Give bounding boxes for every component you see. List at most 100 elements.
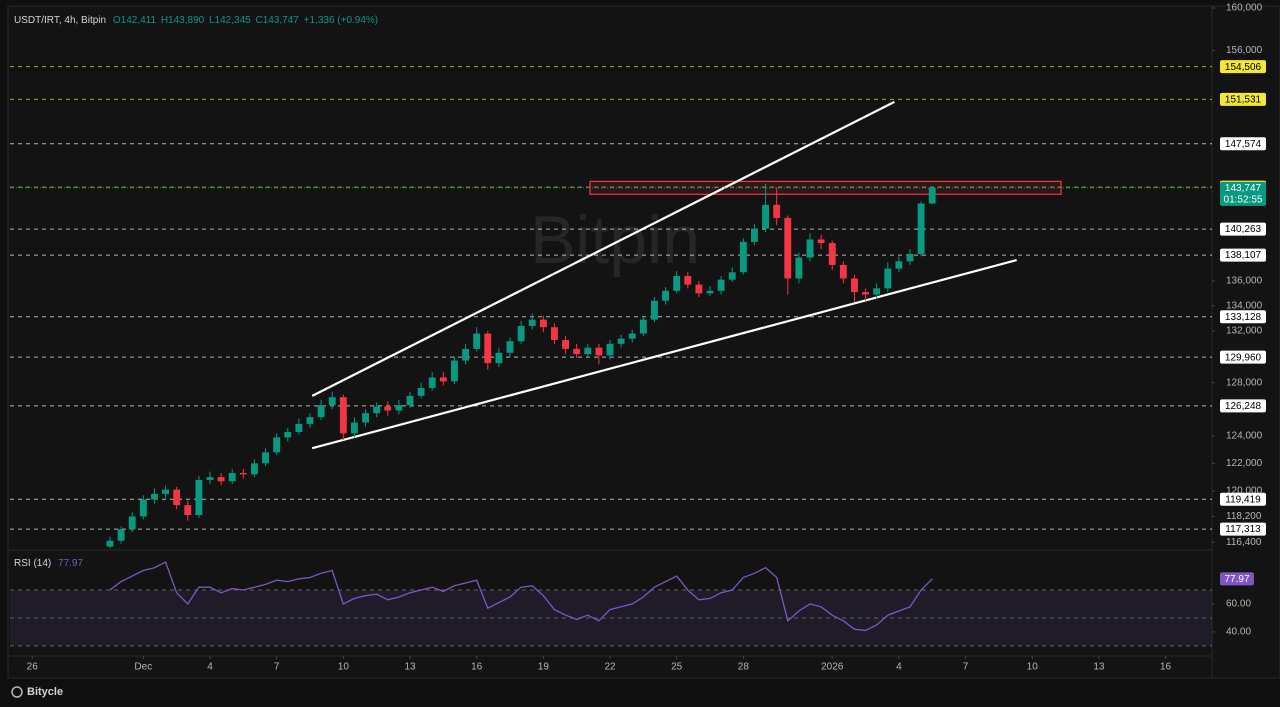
candle-body <box>184 505 192 516</box>
ohlc-open: O142,411 <box>113 15 157 26</box>
candle-body <box>228 472 236 482</box>
candle-body <box>595 347 603 356</box>
candle-body <box>395 405 403 411</box>
candle-body <box>506 341 514 353</box>
level-badge <box>1220 522 1266 536</box>
candle-body <box>539 319 547 328</box>
y-tick-label: 132,000 <box>1226 326 1263 337</box>
rsi-y-tick-label: 60.00 <box>1226 599 1251 610</box>
countdown: 01:52:55 <box>1224 195 1263 206</box>
y-tick-label: 124,000 <box>1226 431 1263 442</box>
level-label: 147,574 <box>1225 139 1262 150</box>
candle-body <box>206 477 214 480</box>
candle-body <box>173 489 181 506</box>
x-tick-label: 25 <box>671 662 683 673</box>
candle-body <box>773 204 781 218</box>
candle-body <box>695 284 703 294</box>
candle-body <box>917 203 925 254</box>
x-tick-label: 16 <box>471 662 483 673</box>
y-tick-label: 136,000 <box>1226 276 1263 287</box>
candle-body <box>573 348 581 355</box>
level-badge <box>1220 60 1266 74</box>
level-label: 117,313 <box>1225 524 1261 535</box>
candle-body <box>584 347 592 355</box>
y-tick-label: 122,000 <box>1226 458 1263 469</box>
candle-body <box>362 413 369 423</box>
rsi-pane <box>10 561 1212 647</box>
candle-body <box>551 327 558 340</box>
ohlc-high: H143,890 <box>161 15 205 26</box>
x-tick-label: 16 <box>1160 662 1172 673</box>
candle-body <box>295 423 303 432</box>
x-tick-label: Dec <box>134 662 152 673</box>
last-price-badge <box>1220 181 1266 206</box>
candle-body <box>851 278 858 293</box>
x-tick-label: 4 <box>896 662 902 673</box>
y-tick-label: 160,000 <box>1226 3 1263 14</box>
level-label: 140,263 <box>1225 224 1262 235</box>
candle-body <box>484 333 492 364</box>
candle-body <box>884 268 892 289</box>
x-tick-label: 7 <box>963 662 969 673</box>
candle-body <box>328 397 336 406</box>
candle-body <box>462 348 469 361</box>
level-badge <box>1220 492 1266 506</box>
header: USDT/IRT, 4h, Bitpin O142,411 H143,890 L… <box>14 15 378 26</box>
rsi-header: RSI (14) 77.97 <box>14 558 83 569</box>
candle-body <box>806 239 814 258</box>
x-tick-label: 22 <box>604 662 616 673</box>
candle-body <box>451 360 458 382</box>
candle-body <box>473 333 481 349</box>
candle-body <box>795 257 803 279</box>
candle-body <box>239 472 247 475</box>
candle-body <box>895 261 903 269</box>
x-tick-label: 4 <box>207 662 213 673</box>
ohlc-low: L142,345 <box>209 15 251 26</box>
candle-body <box>817 239 825 244</box>
candle-body <box>195 479 203 516</box>
candle-body <box>306 417 314 424</box>
x-tick-label: 7 <box>274 662 280 673</box>
trendline <box>311 258 1017 450</box>
candle-body <box>528 319 536 326</box>
y-tick-label: 128,000 <box>1226 377 1263 388</box>
level-badge <box>1220 137 1266 151</box>
rsi-line <box>109 561 933 632</box>
candle-body <box>606 343 614 356</box>
rsi-badge <box>1220 572 1254 586</box>
candle-body <box>273 437 281 453</box>
rsi-value: 77.97 <box>58 558 83 569</box>
rsi-name: RSI (14) <box>14 558 51 569</box>
candle-body <box>439 377 447 382</box>
candle-body <box>284 431 292 438</box>
candle-body <box>651 300 658 320</box>
candle-body <box>406 395 414 406</box>
candle-body <box>662 290 669 301</box>
candle-body <box>517 325 525 342</box>
y-tick-label: 118,200 <box>1226 511 1262 522</box>
candle-body <box>428 377 436 388</box>
candle-body <box>128 516 136 530</box>
candle-body <box>739 241 747 273</box>
candle-body <box>339 397 347 434</box>
axes: 26 Dec 4 7 10 13 16 19 22 25 28 2026 4 7 10 13 16 160,000… <box>27 3 1266 673</box>
level-badge <box>1220 222 1266 236</box>
candle-body <box>617 338 625 344</box>
candle-body <box>384 406 392 411</box>
candle-body <box>873 288 881 295</box>
y-tick-label: 120,000 <box>1226 486 1263 497</box>
level-label: 151,531 <box>1225 94 1262 105</box>
rsi-badge-label: 77.97 <box>1224 574 1249 585</box>
y-tick-label: 156,000 <box>1226 45 1263 56</box>
chart-panel <box>7 5 1280 679</box>
x-tick-label: 19 <box>538 662 550 673</box>
footer-brand[interactable]: Bitycle <box>27 686 63 698</box>
candle-body <box>684 275 692 285</box>
level-badge <box>1220 350 1266 364</box>
candle-body <box>728 272 736 280</box>
level-label: 126,248 <box>1225 401 1262 412</box>
x-tick-label: 28 <box>738 662 750 673</box>
x-tick-label: 10 <box>1027 662 1039 673</box>
candle-body <box>784 217 792 279</box>
